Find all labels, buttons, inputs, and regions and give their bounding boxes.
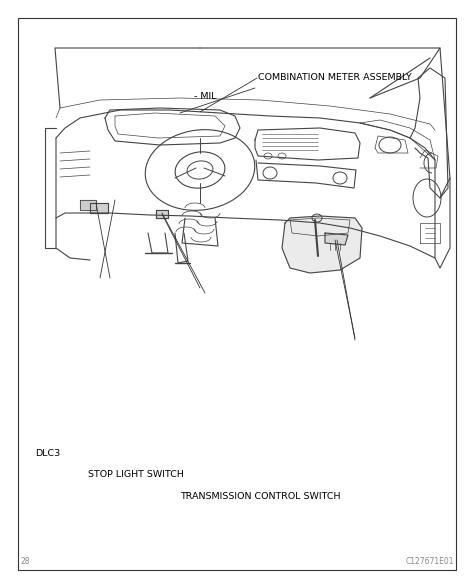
Text: STOP LIGHT SWITCH: STOP LIGHT SWITCH — [88, 470, 183, 479]
Polygon shape — [90, 203, 108, 213]
Text: DLC3: DLC3 — [36, 449, 61, 459]
Polygon shape — [325, 233, 348, 245]
Polygon shape — [80, 200, 96, 210]
Polygon shape — [156, 210, 168, 218]
Polygon shape — [282, 216, 362, 273]
Text: TRANSMISSION CONTROL SWITCH: TRANSMISSION CONTROL SWITCH — [180, 492, 341, 502]
Text: - MIL: - MIL — [194, 92, 217, 101]
Text: 28: 28 — [20, 557, 29, 566]
Text: C127671E01: C127671E01 — [405, 557, 454, 566]
Text: COMBINATION METER ASSEMBLY: COMBINATION METER ASSEMBLY — [258, 73, 412, 82]
